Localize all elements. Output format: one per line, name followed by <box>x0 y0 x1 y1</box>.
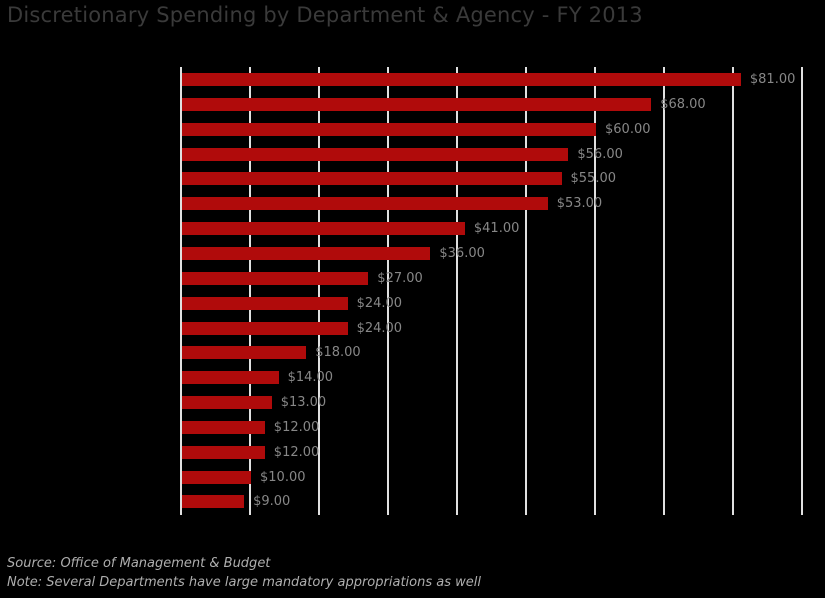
gridline <box>387 67 389 515</box>
bar-value-label: $56.00 <box>577 146 623 162</box>
gridline <box>594 67 596 515</box>
source-note: Source: Office of Management & Budget <box>7 556 271 571</box>
gridline <box>180 67 182 515</box>
mandatory-note: Note: Several Departments have large man… <box>7 575 481 590</box>
gridline <box>801 67 803 515</box>
gridline <box>249 67 251 515</box>
bar-value-label: $81.00 <box>749 72 796 87</box>
bar-value-label: $9.00 <box>253 494 291 510</box>
bar <box>182 246 431 260</box>
bar-value-label: $13.00 <box>280 395 327 411</box>
bar-value-label: $18.00 <box>315 345 361 361</box>
gridline <box>456 67 458 515</box>
bar <box>182 97 652 111</box>
bar <box>182 197 548 211</box>
bar <box>182 222 465 236</box>
bar <box>182 122 596 136</box>
bar <box>182 420 265 434</box>
bar-value-label: $12.00 <box>273 444 320 460</box>
bar <box>182 73 741 86</box>
bar-value-label: $12.00 <box>273 419 320 435</box>
bar-value-label: $68.00 <box>660 96 706 112</box>
bar <box>182 172 562 186</box>
bar <box>182 445 265 459</box>
bar <box>182 346 307 360</box>
chart-title: Discretionary Spending by Department & A… <box>7 3 643 27</box>
bar-value-label: $55.00 <box>570 171 617 187</box>
bar <box>182 296 348 310</box>
bar-value-label: $10.00 <box>260 469 306 485</box>
bar-value-label: $14.00 <box>287 370 334 386</box>
bar <box>182 371 279 385</box>
gridline <box>663 67 665 515</box>
bar <box>182 147 569 161</box>
gridline <box>318 67 320 515</box>
bar <box>182 321 348 335</box>
bar <box>182 271 369 285</box>
bar <box>182 470 251 484</box>
gridline <box>732 67 734 515</box>
bar-value-label: $41.00 <box>473 221 520 237</box>
footer: Source: Office of Management & Budget No… <box>7 554 481 592</box>
bar-value-label: $36.00 <box>439 245 485 261</box>
bar-value-label: $24.00 <box>356 295 403 311</box>
gridline <box>525 67 527 515</box>
bar-value-label: $27.00 <box>377 270 423 286</box>
bar-value-label: $60.00 <box>605 121 651 137</box>
bar <box>182 396 272 410</box>
bar-value-label: $53.00 <box>556 196 603 212</box>
bar <box>182 495 245 509</box>
bar-value-label: $24.00 <box>356 320 403 336</box>
